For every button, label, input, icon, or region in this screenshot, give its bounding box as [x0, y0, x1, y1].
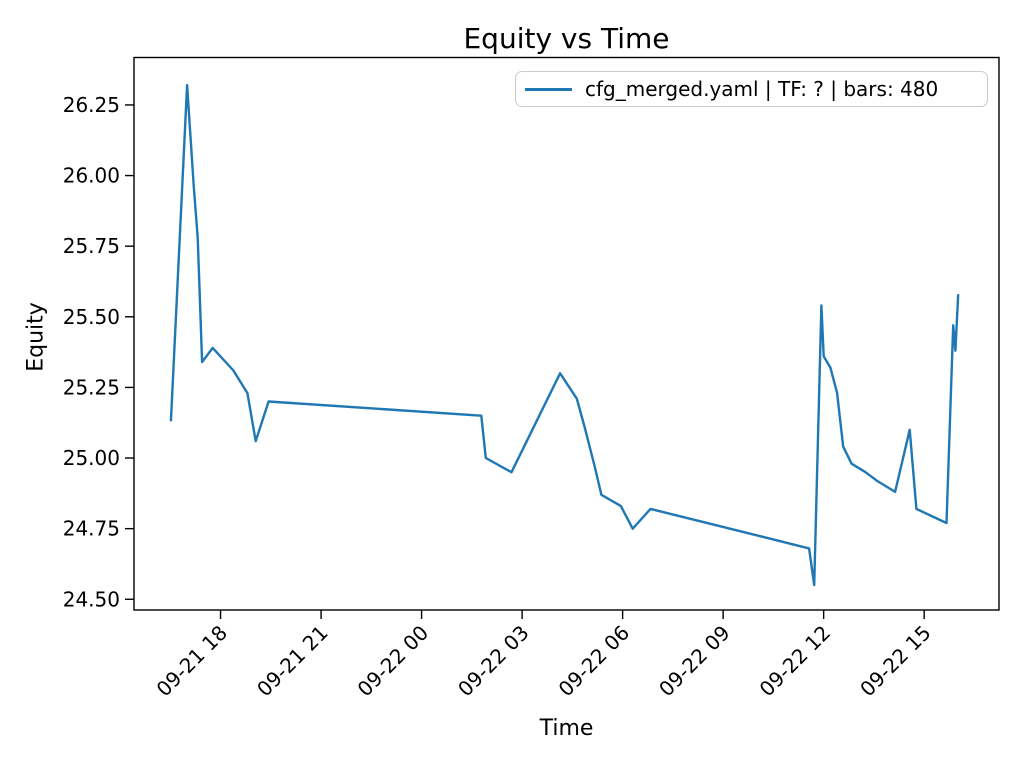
y-tick-label: 24.50 [63, 587, 120, 611]
chart-title: Equity vs Time [463, 22, 670, 55]
y-tick-label: 26.25 [63, 93, 120, 117]
legend: cfg_merged.yaml | TF: ? | bars: 480 [515, 71, 988, 107]
x-tick-label: 09-21 21 [252, 621, 333, 702]
legend-line-sample-icon [525, 87, 572, 91]
plot-area-border [133, 56, 1000, 611]
y-tick-label: 25.00 [63, 446, 120, 470]
x-axis-label: Time [539, 716, 594, 741]
legend-series-label: cfg_merged.yaml | TF: ? | bars: 480 [585, 77, 939, 101]
y-tick-label: 24.75 [63, 517, 120, 541]
x-tick-label: 09-22 12 [755, 621, 836, 702]
y-axis-ticks: 24.50 24.75 25.00 25.25 25.50 25.75 26.00 26.25 [63, 93, 134, 611]
x-axis-ticks: 09-21 18 09-21 21 09-22 00 09-22 03 09-22 06… [152, 610, 936, 701]
x-tick-label: 09-21 18 [152, 621, 233, 702]
x-tick-label: 09-22 09 [654, 621, 735, 702]
x-tick-label: 09-22 00 [353, 621, 434, 702]
x-tick-label: 09-22 03 [453, 621, 534, 702]
x-tick-label: 09-22 15 [855, 621, 936, 702]
x-tick-label: 09-22 06 [554, 621, 635, 702]
y-tick-label: 26.00 [63, 164, 120, 188]
y-axis-label: Equity [23, 302, 49, 372]
equity-line-series [169, 84, 960, 587]
y-tick-label: 25.50 [63, 305, 120, 329]
y-tick-label: 25.25 [63, 375, 120, 399]
y-tick-label: 25.75 [63, 234, 120, 258]
